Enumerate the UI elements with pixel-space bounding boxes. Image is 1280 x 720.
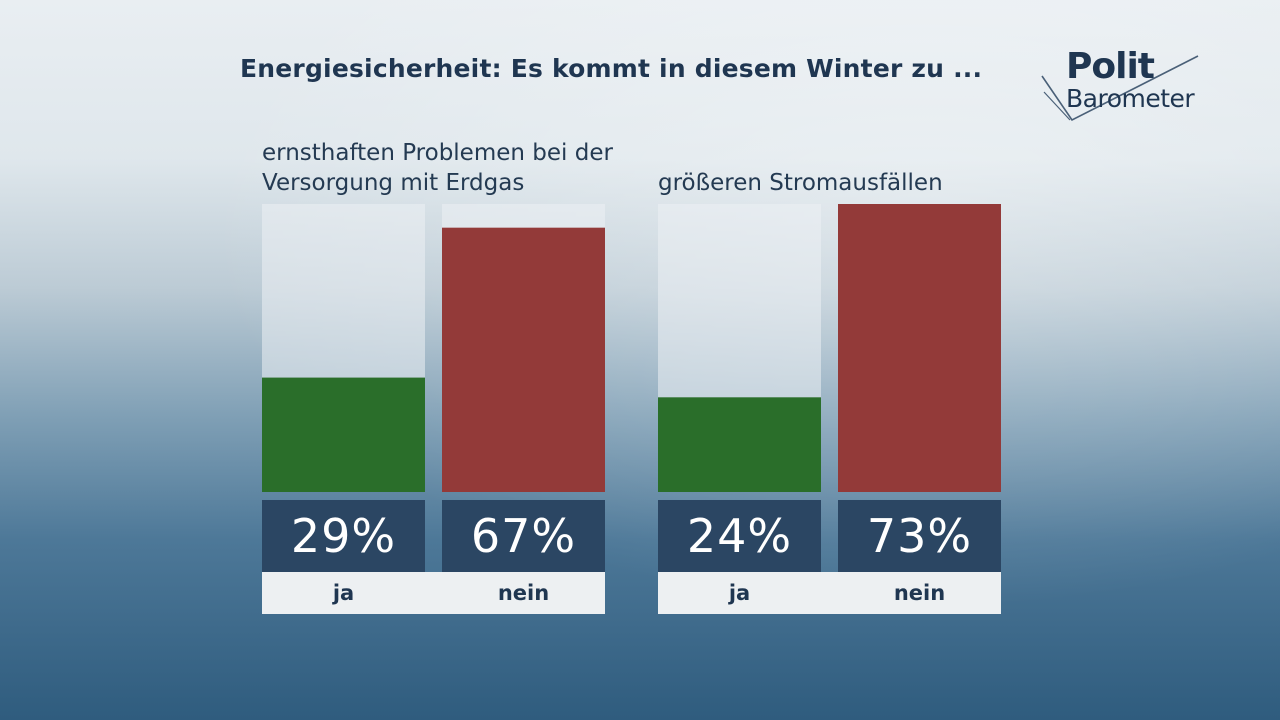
value-label-nein: 73% — [838, 500, 1001, 572]
logo-text-polit: Polit — [1066, 46, 1155, 87]
value-label-ja: 24% — [658, 500, 821, 572]
group-label-erdgas: ernsthaften Problemen bei der Versorgung… — [262, 140, 613, 196]
bar-nein — [442, 227, 605, 492]
chart-title: Energiesicherheit: Es kommt in diesem Wi… — [240, 54, 983, 83]
checkmark-icon — [1041, 55, 1199, 122]
value-label-ja: 29% — [262, 500, 425, 572]
category-strip: ja nein — [262, 572, 605, 614]
politbarometer-logo: Polit Barometer — [1036, 46, 1206, 128]
category-label-nein: nein — [893, 581, 946, 605]
group-label-strom: größeren Stromausfällen — [658, 170, 943, 196]
bar-ja — [658, 397, 821, 492]
value-label-nein: 67% — [442, 500, 605, 572]
bar-nein — [838, 204, 1001, 492]
category-label-ja: ja — [728, 581, 751, 605]
logo-text-barometer: Barometer — [1066, 84, 1195, 113]
bar-ja — [262, 377, 425, 492]
category-label-nein: nein — [497, 581, 550, 605]
category-label-ja: ja — [332, 581, 355, 605]
category-strip: ja nein — [658, 572, 1001, 614]
